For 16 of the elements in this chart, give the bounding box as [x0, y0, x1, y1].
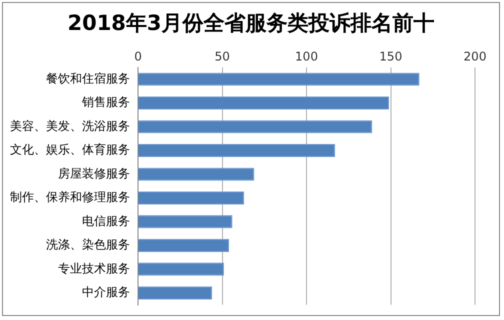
y-tick-label: 餐饮和住宿服务	[46, 71, 130, 86]
y-tick-label: 文化、娱乐、体育服务	[10, 142, 130, 157]
chart-title: 2018年3月份全省服务类投诉排名前十	[66, 10, 436, 37]
y-tick-label: 中介服务	[82, 285, 130, 300]
y-tick-label: 美容、美发、洗浴服务	[10, 118, 130, 133]
y-tick-label: 制作、保养和修理服务	[10, 190, 130, 204]
x-tick-label: 50	[214, 49, 230, 64]
y-tick-label: 销售服务	[81, 95, 130, 110]
x-tick-label: 150	[379, 49, 402, 64]
x-tick-label: 200	[464, 49, 486, 64]
x-tick-label: 100	[295, 49, 318, 64]
y-tick-label: 专业技术服务	[58, 261, 130, 276]
y-tick-label: 房屋装修服务	[58, 166, 130, 180]
y-tick-label: 洗涤、染色服务	[46, 238, 130, 252]
x-tick-label: 0	[134, 49, 142, 64]
y-tick-label: 电信服务	[82, 214, 130, 228]
